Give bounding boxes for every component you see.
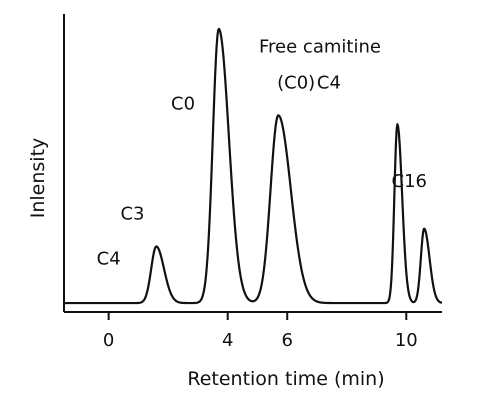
- y-axis-title: Inlensity: [27, 138, 49, 219]
- axes: [63, 14, 442, 313]
- x-tick-label: 10: [395, 330, 418, 351]
- x-tick-label: 4: [222, 330, 233, 351]
- peak-label: C4: [317, 73, 341, 94]
- peak-label: C0: [171, 93, 195, 114]
- x-tick-label: 0: [103, 330, 114, 351]
- peak-label: C3: [120, 204, 144, 225]
- x-tick-label: 6: [282, 330, 293, 351]
- peak-label: C16: [392, 171, 427, 192]
- x-axis-title: Retention time (min): [187, 368, 384, 390]
- chromatogram-series: [63, 27, 443, 305]
- x-axis-ticks: 0 4 6 10: [103, 312, 418, 351]
- peak-label: C4: [97, 248, 121, 269]
- peak-label: (C0): [277, 73, 315, 94]
- chromatogram-trace: [63, 27, 443, 305]
- peak-label: Free camitine: [259, 37, 381, 58]
